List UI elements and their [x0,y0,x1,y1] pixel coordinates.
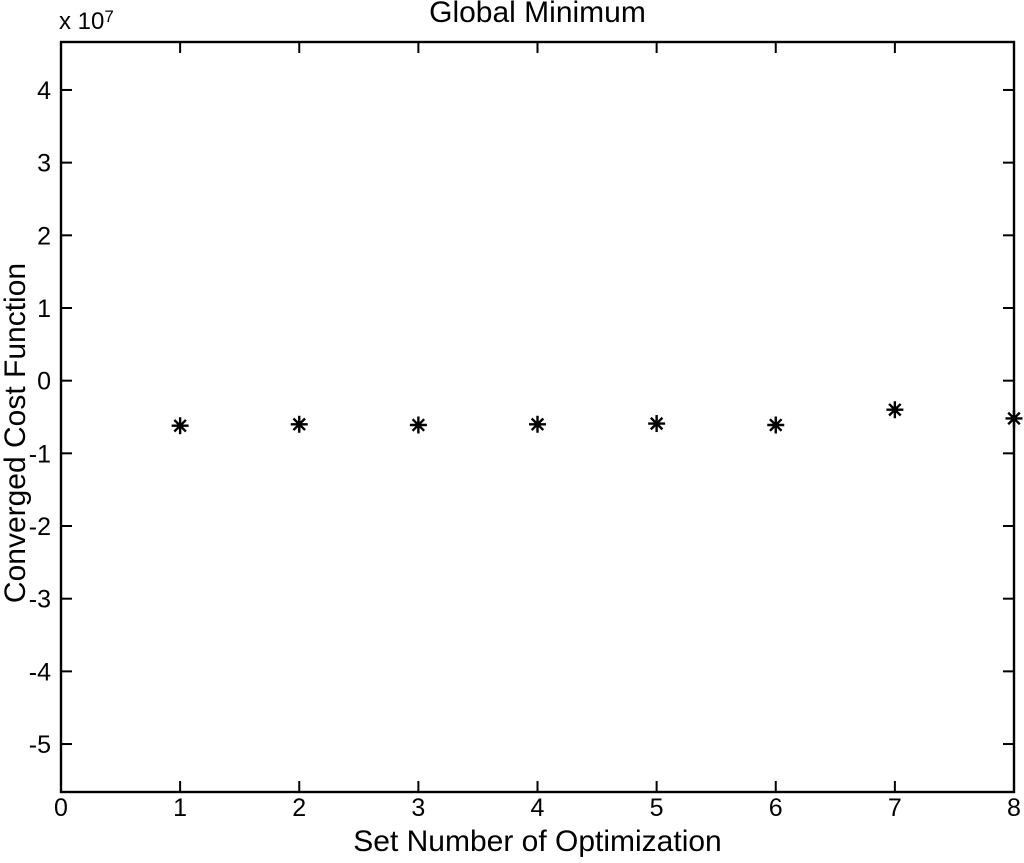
x-tick-label: 1 [173,794,187,822]
y-tick-label: -1 [29,440,51,468]
marker-center [891,406,899,414]
x-tick-label: 6 [769,794,783,822]
marker-center [295,420,303,428]
y-axis-multiplier-exponent: 7 [104,7,114,26]
y-tick-label: 2 [37,222,51,250]
data-point-marker [1005,409,1023,427]
data-point-marker [767,416,785,434]
y-axis-multiplier-base: x 10 [59,8,105,35]
y-axis-multiplier: x 107 [59,3,114,36]
x-tick-label: 7 [888,794,902,822]
y-tick-label: -4 [29,658,51,686]
x-axis-label: Set Number of Optimization [353,825,722,858]
x-tick-label: 4 [531,794,545,822]
x-tick-label: 2 [292,794,306,822]
y-axis-label: Converged Cost Function [0,262,32,604]
marker-center [176,422,184,430]
y-tick-label: 0 [37,368,51,396]
y-tick-label: -2 [29,513,51,541]
data-point-marker [290,415,308,433]
marker-center [772,421,780,429]
marker-center [653,420,660,427]
y-tick-label: 3 [37,150,51,178]
data-point-marker [648,415,666,433]
x-tick-label: 5 [650,794,664,822]
data-point-marker [529,415,546,433]
marker-center [415,421,422,429]
marker-center [534,420,541,428]
chart-title: Global Minimum [429,0,646,29]
x-tick-label: 0 [54,794,68,822]
data-point-marker [171,417,189,435]
y-tick-label: -3 [29,586,51,614]
marker-center [1010,415,1018,422]
y-tick-label: 4 [37,77,51,105]
y-tick-label: 1 [37,295,51,323]
x-tick-label: 8 [1007,794,1021,822]
data-point-marker [886,401,904,419]
x-tick-label: 3 [411,794,425,822]
y-tick-label: -5 [29,731,51,759]
data-point-marker [409,416,427,434]
